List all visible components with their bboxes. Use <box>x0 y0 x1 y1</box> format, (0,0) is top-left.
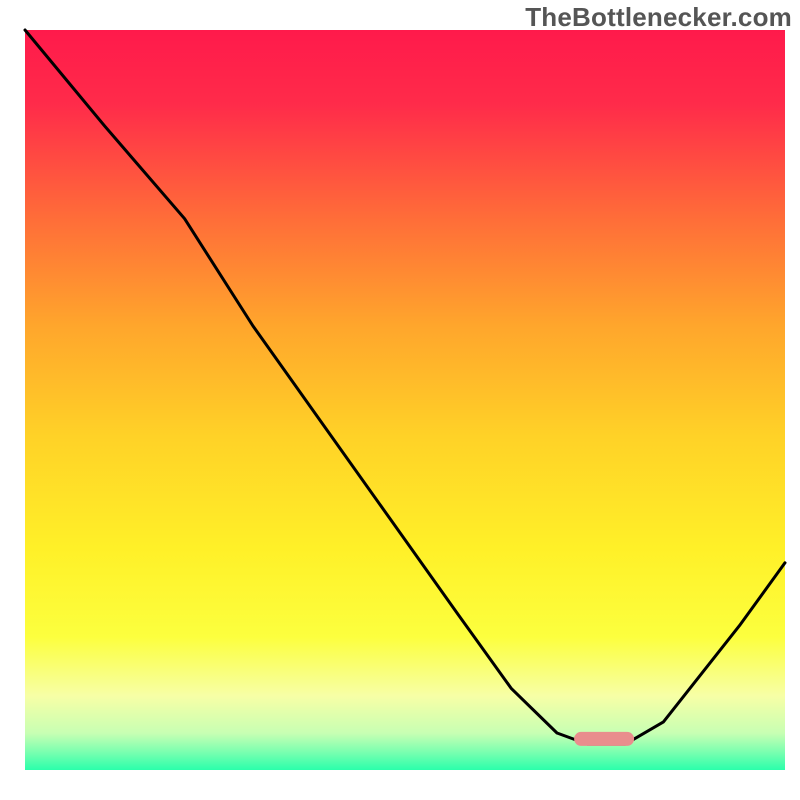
plot-background <box>25 30 785 770</box>
optimal-marker <box>574 732 634 746</box>
bottleneck-curve-chart <box>0 0 800 800</box>
watermark-text: TheBottlenecker.com <box>525 2 792 33</box>
chart-container: TheBottlenecker.com <box>0 0 800 800</box>
